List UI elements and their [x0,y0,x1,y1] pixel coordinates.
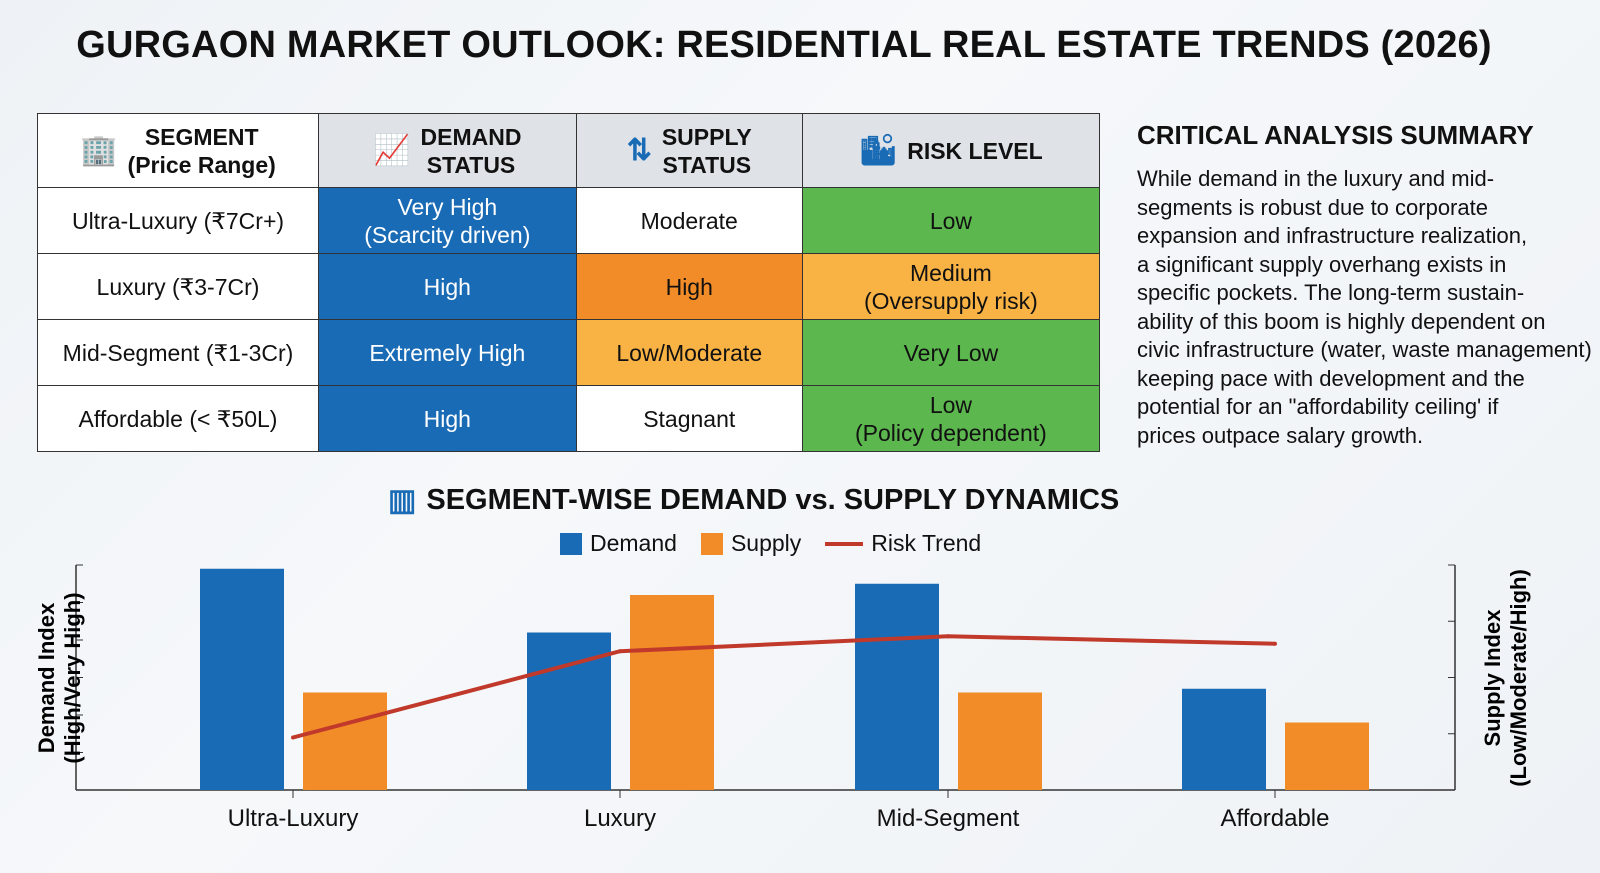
chart-title: SEGMENT-WISE DEMAND vs. SUPPLY DYNAMICS [426,484,1120,516]
market-table: 🏢 SEGMENT (Price Range) 📈 DEMAND STATUS ⇅ SUP… [37,113,1101,452]
table-row: Ultra-Luxury (₹7Cr+) Very High (Scarcity … [37,187,1101,254]
header-label: SUPPLY STATUS [661,123,752,178]
cell-demand: Extremely High [318,319,577,386]
header-2: ⇅ SUPPLY STATUS [575,113,803,188]
header-label: DEMAND STATUS [420,123,522,178]
bar-supply-Ultra-Luxury [303,692,387,790]
x-tick-label: Luxury [584,805,656,832]
header-3: 🏙 RISK LEVEL [801,113,1101,188]
header-1: 📈 DEMAND STATUS [318,113,577,188]
cell-segment: Affordable (< ₹50L) [37,385,319,452]
chart-title-wrap: ▥ SEGMENT-WISE DEMAND vs. SUPPLY DYNAMIC… [388,483,1119,518]
cell-supply: High [575,253,803,320]
bar-demand-Mid-Segment [855,583,939,790]
risk-point-Affordable [1273,641,1277,646]
cell-risk: Medium (Oversupply risk) [801,253,1101,320]
header-label: RISK LEVEL [907,137,1043,164]
x-tick-label: Affordable [1221,805,1330,832]
legend-line-risk [825,541,864,546]
bar-demand-Affordable [1182,688,1266,790]
cell-demand: Very High (Scarcity driven) [318,187,577,254]
legend-label: Risk Trend [871,530,982,556]
bar-supply-Luxury [630,595,714,790]
legend-label: Demand [590,530,677,556]
risk-point-Ultra-Luxury [291,735,295,740]
supply-arrows-icon: ⇅ [626,133,652,167]
header-label: SEGMENT (Price Range) [127,123,276,178]
city-down-arrow-icon: 🏙 [859,133,898,167]
cell-segment: Ultra-Luxury (₹7Cr+) [37,187,319,254]
page-title: GURGAON MARKET OUTLOOK: RESIDENTIAL REAL… [76,24,1492,66]
cell-supply: Stagnant [575,385,803,452]
y-axis-label: Demand Index(High/Very High) [34,592,85,763]
legend-risk: Risk Trend [825,530,981,557]
cell-risk: Low (Policy dependent) [801,385,1101,452]
x-tick-label: Ultra-Luxury [228,805,359,832]
bar-chart-up-icon: 📈 [373,133,411,167]
legend-swatch-demand [560,532,582,555]
table-row: Affordable (< ₹50L) High Stagnant Low (Poli… [37,385,1101,452]
y2-axis-label: Supply Index(Low/Moderate/High) [1480,569,1531,787]
building-chart-icon: ▥ [388,484,417,517]
chart-legend: Demand Supply Risk Trend [560,530,981,557]
legend-swatch-supply [700,532,723,555]
summary-body: While demand in the luxury and mid- segm… [1137,166,1592,448]
demand-supply-chart: Ultra-Luxury Luxury Mid-Segment Affordable D… [34,564,1531,832]
legend-label: Supply [730,530,802,556]
legend-demand: Demand [560,530,677,557]
legend-supply: Supply [700,530,802,557]
bar-demand-Ultra-Luxury [200,568,284,790]
cell-segment: Luxury (₹3-7Cr) [37,253,319,320]
cell-segment: Mid-Segment (₹1-3Cr) [37,319,319,386]
bar-supply-Affordable [1285,722,1369,790]
summary-title: CRITICAL ANALYSIS SUMMARY [1137,120,1534,150]
cell-supply: Moderate [575,187,803,254]
risk-point-Luxury [618,649,622,654]
cell-demand: High [318,253,577,320]
table-row: Mid-Segment (₹1-3Cr) Extremely High Low/Mo… [37,319,1101,386]
bar-supply-Mid-Segment [958,692,1042,790]
building-icon: 🏢 [80,133,118,167]
cell-supply: Low/Moderate [575,319,803,386]
risk-trend-line [292,634,1276,740]
header-0: 🏢 SEGMENT (Price Range) [37,113,319,188]
table-row: Luxury (₹3-7Cr) High High Medium (Oversuppl… [37,253,1101,320]
cell-demand: High [318,385,577,452]
cell-risk: Very Low [801,319,1101,386]
cell-risk: Low [801,187,1101,254]
x-tick-label: Mid-Segment [877,805,1020,832]
risk-point-Mid-Segment [946,634,950,639]
